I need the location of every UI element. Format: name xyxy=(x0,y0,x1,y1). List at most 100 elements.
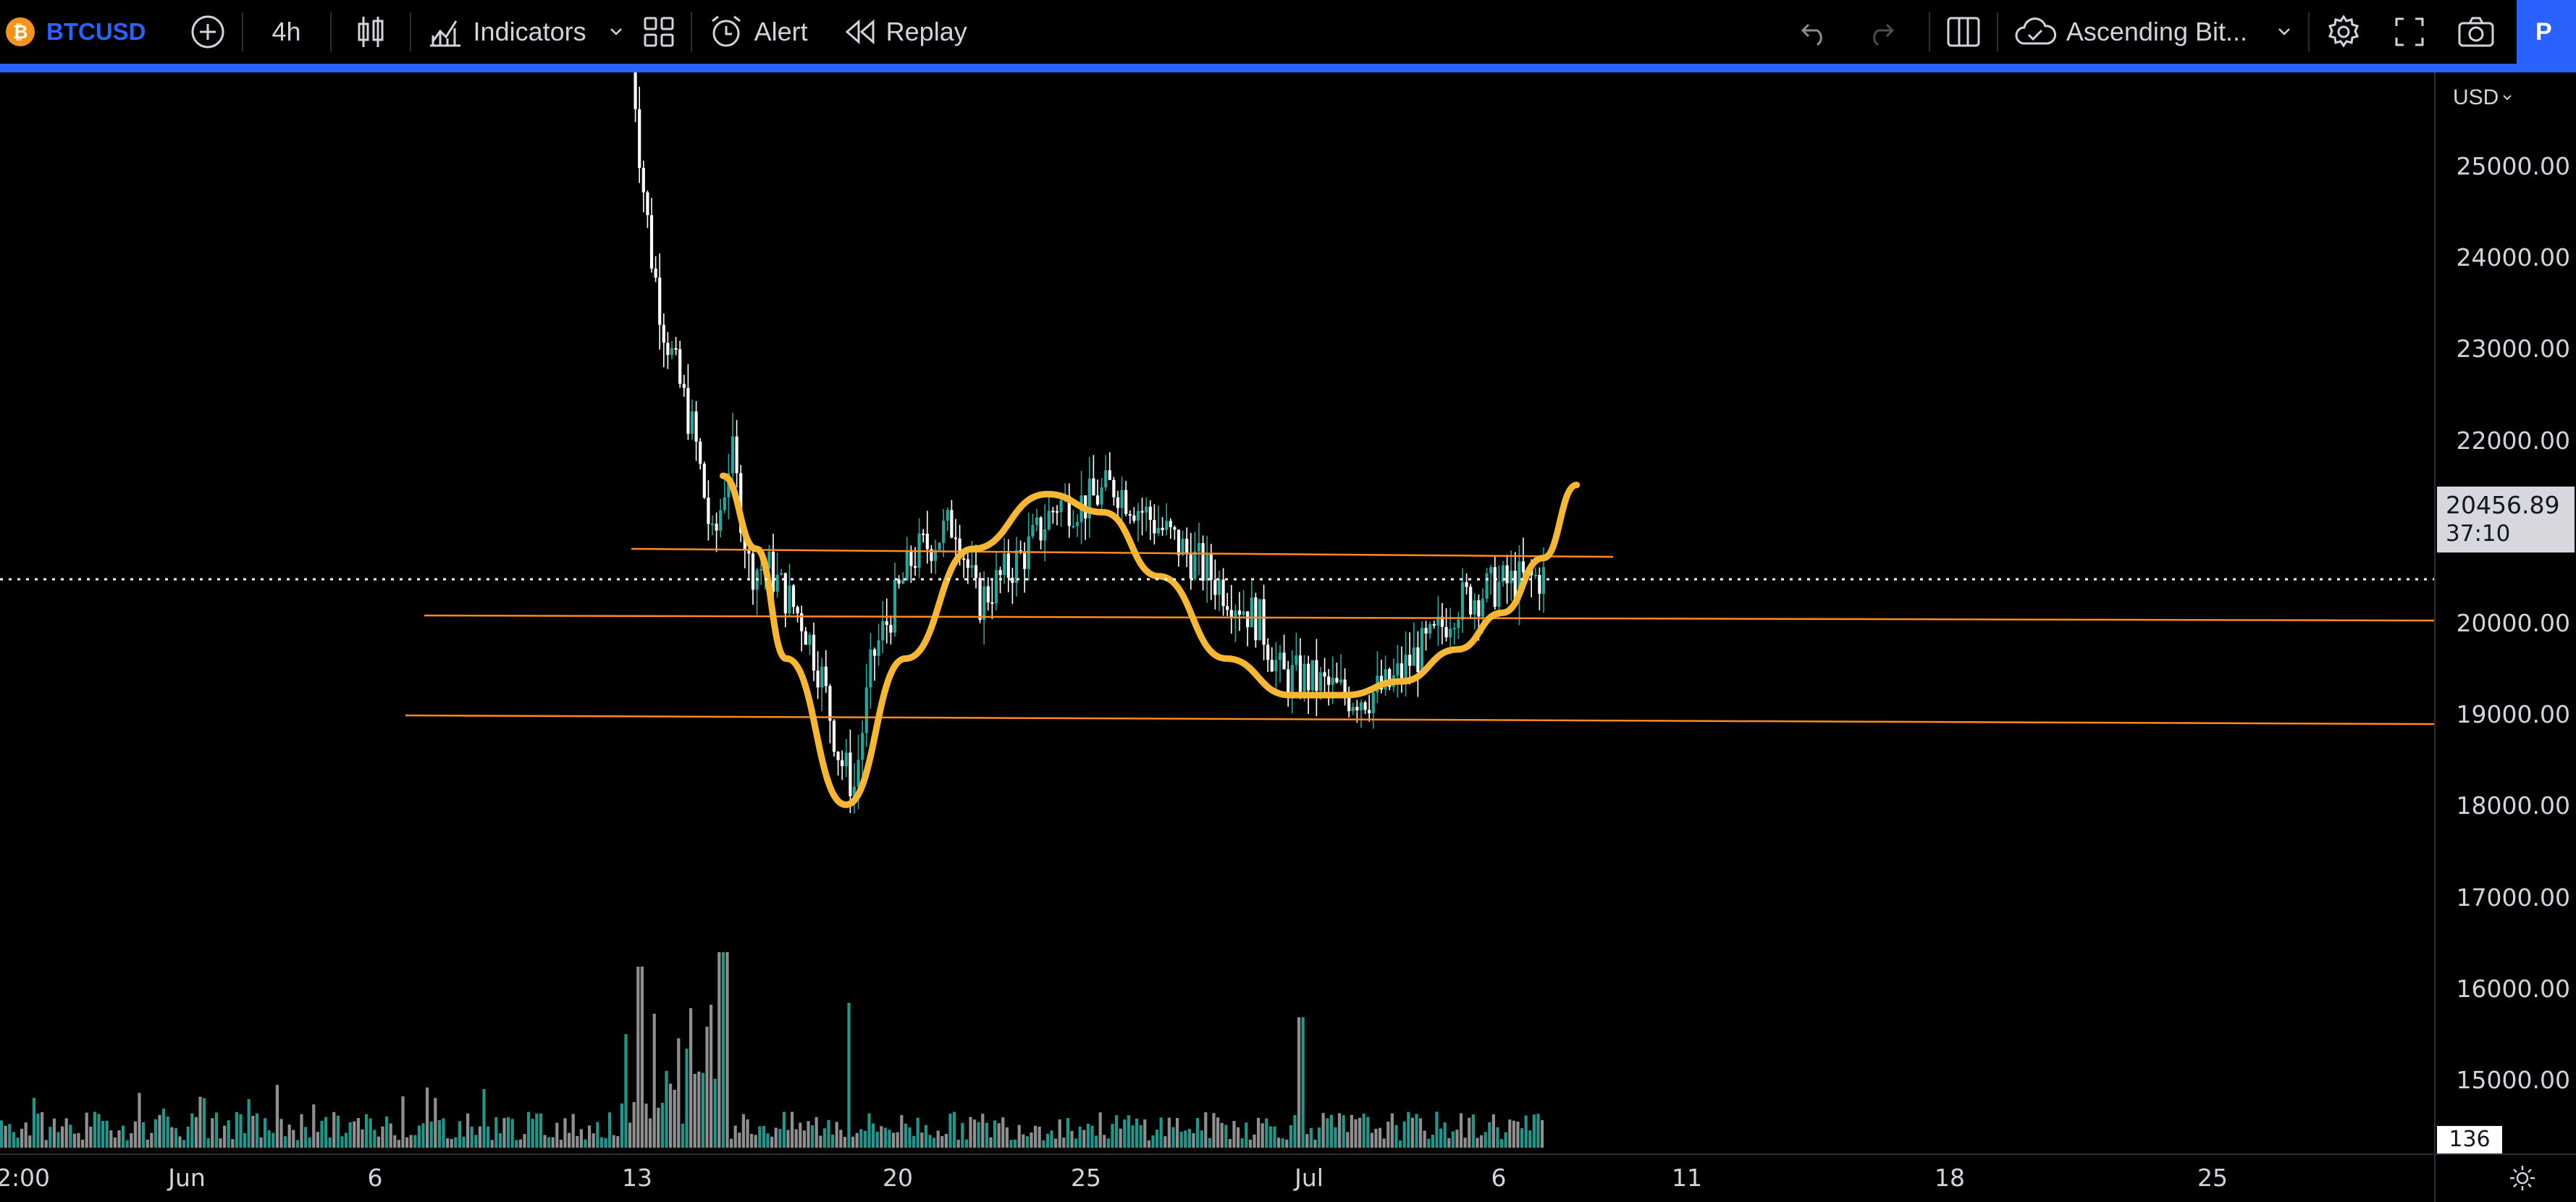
volume-bar xyxy=(1329,1114,1333,1148)
columns-icon xyxy=(1946,16,1981,48)
volume-bar xyxy=(794,1129,798,1148)
candle-body xyxy=(1148,506,1152,521)
layout-button[interactable] xyxy=(1946,0,1981,64)
volume-bar xyxy=(219,1138,222,1148)
undo-button[interactable] xyxy=(1798,0,1830,64)
candle-body xyxy=(1493,567,1497,607)
interval-button[interactable]: 4h xyxy=(259,0,314,64)
volume-bar xyxy=(1200,1130,1203,1148)
settings-button[interactable] xyxy=(2325,0,2362,64)
price-axis[interactable]: USD 25000.0024000.0023000.0022000.002100… xyxy=(2434,72,2576,1153)
fullscreen-button[interactable] xyxy=(2394,0,2425,64)
volume-bar xyxy=(880,1126,883,1148)
volume-bar xyxy=(754,1135,757,1148)
saved-layout-button[interactable]: Ascending Bit... xyxy=(2014,0,2247,64)
time-tick-label: 6 xyxy=(1491,1164,1507,1192)
snapshot-button[interactable] xyxy=(2457,0,2495,64)
resistance-line[interactable] xyxy=(631,547,1614,558)
volume-bar xyxy=(539,1113,542,1148)
layout-dropdown[interactable] xyxy=(2276,0,2292,64)
candle-body xyxy=(1489,567,1493,573)
replay-button[interactable]: Replay xyxy=(844,0,967,64)
candle-body xyxy=(1481,598,1485,617)
symbol-selector[interactable]: ₿ BTCUSD xyxy=(6,0,146,64)
indicators-dropdown[interactable] xyxy=(608,0,624,64)
volume-bar xyxy=(916,1117,919,1148)
trend-curve[interactable] xyxy=(719,472,1580,808)
volume-bar xyxy=(272,1132,275,1148)
sun-icon[interactable] xyxy=(2508,1164,2537,1193)
volume-bar xyxy=(182,1140,186,1148)
compare-symbol-button[interactable] xyxy=(190,0,226,64)
candle-body xyxy=(828,686,832,721)
volume-bar xyxy=(1419,1118,1423,1148)
volume-bar xyxy=(162,1108,166,1148)
volume-bar xyxy=(239,1114,243,1148)
candle-body xyxy=(1371,692,1375,714)
volume-bar xyxy=(466,1113,470,1148)
price-chart[interactable] xyxy=(0,72,2434,1153)
volume-bar xyxy=(1054,1138,1058,1148)
volume-bar xyxy=(1034,1125,1037,1148)
currency-selector[interactable]: USD xyxy=(2453,85,2513,110)
volume-bar xyxy=(547,1137,551,1148)
volume-bar xyxy=(1313,1139,1317,1148)
candle-body xyxy=(775,574,779,592)
volume-bar xyxy=(235,1111,238,1148)
candle-body xyxy=(1237,610,1242,615)
candle-body xyxy=(1412,647,1415,666)
volume-bar xyxy=(77,1132,80,1148)
candle-body xyxy=(1153,520,1156,534)
volume-bar xyxy=(559,1140,563,1148)
volume-bar xyxy=(1451,1131,1455,1148)
candle-body xyxy=(759,569,763,571)
volume-bar xyxy=(1268,1126,1272,1148)
redo-button[interactable] xyxy=(1865,0,1897,64)
candle-body xyxy=(678,349,682,384)
volume-bar xyxy=(138,1093,141,1148)
candle-body xyxy=(856,760,860,787)
volume-bar xyxy=(1265,1118,1268,1148)
candle-body xyxy=(1108,470,1111,480)
volume-bar xyxy=(1171,1127,1175,1148)
volume-bar xyxy=(1187,1129,1191,1148)
candle-body xyxy=(942,521,946,543)
volume-bar xyxy=(1240,1138,1244,1148)
volume-bar xyxy=(1184,1130,1187,1148)
candle-body xyxy=(986,586,990,602)
horizontal-levels[interactable] xyxy=(405,547,2434,726)
chart-pane[interactable] xyxy=(0,72,2434,1153)
indicators-button[interactable]: Indicators xyxy=(427,0,586,64)
volume-bar xyxy=(673,1090,676,1148)
chart-type-button[interactable] xyxy=(348,0,394,64)
toolbar-accent-bar xyxy=(0,64,2576,72)
alarm-clock-icon xyxy=(708,14,744,50)
candle-body xyxy=(869,649,872,688)
volume-bar xyxy=(190,1113,194,1148)
candle-body xyxy=(1181,539,1184,555)
volume-bar xyxy=(1248,1139,1252,1148)
templates-button[interactable] xyxy=(643,0,675,64)
candle-body xyxy=(1384,669,1387,690)
volume-bar xyxy=(198,1096,202,1148)
volume-bar xyxy=(1042,1140,1045,1148)
candle-body xyxy=(682,384,686,388)
alert-button[interactable]: Alert xyxy=(708,0,808,64)
publish-button[interactable]: P xyxy=(2517,0,2576,64)
candle-body xyxy=(1116,497,1120,508)
support-line-upper[interactable] xyxy=(424,614,2434,622)
volume-bar xyxy=(1204,1112,1208,1148)
candle-body xyxy=(1327,676,1331,685)
candle-body xyxy=(1368,710,1371,714)
volume-bar xyxy=(170,1127,174,1148)
volume-bar xyxy=(56,1132,60,1148)
candle-body xyxy=(649,215,654,269)
support-line-lower[interactable] xyxy=(405,714,2434,726)
candle-body xyxy=(641,167,645,193)
volume-bar xyxy=(1399,1140,1402,1148)
candle-body xyxy=(638,109,641,168)
candle-body xyxy=(670,348,674,356)
volume-bar xyxy=(61,1126,64,1148)
time-axis[interactable]: 2:00 Jun 6 13 20 25 Jul 6 11 18 25 xyxy=(0,1153,2434,1202)
candle-body xyxy=(1290,665,1294,694)
